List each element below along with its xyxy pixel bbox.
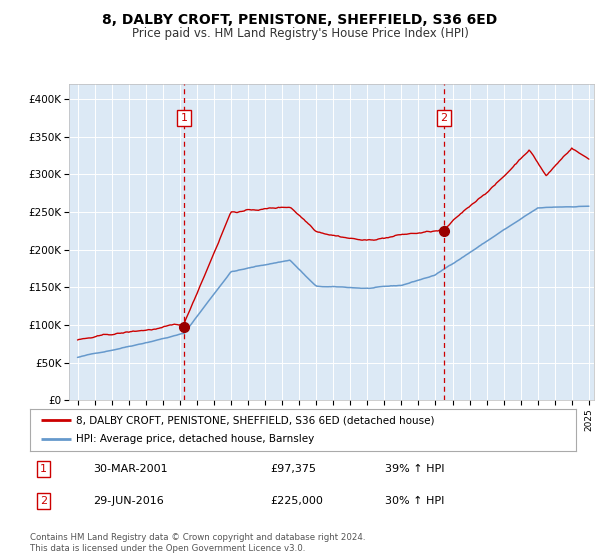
Text: 2: 2 bbox=[40, 496, 47, 506]
Text: 2: 2 bbox=[440, 113, 448, 123]
Text: 1: 1 bbox=[181, 113, 188, 123]
Text: Price paid vs. HM Land Registry's House Price Index (HPI): Price paid vs. HM Land Registry's House … bbox=[131, 27, 469, 40]
Text: 8, DALBY CROFT, PENISTONE, SHEFFIELD, S36 6ED (detached house): 8, DALBY CROFT, PENISTONE, SHEFFIELD, S3… bbox=[76, 415, 435, 425]
Text: 39% ↑ HPI: 39% ↑ HPI bbox=[385, 464, 445, 474]
Text: 1: 1 bbox=[40, 464, 47, 474]
Text: 29-JUN-2016: 29-JUN-2016 bbox=[93, 496, 164, 506]
Text: 8, DALBY CROFT, PENISTONE, SHEFFIELD, S36 6ED: 8, DALBY CROFT, PENISTONE, SHEFFIELD, S3… bbox=[103, 13, 497, 27]
Text: 30-MAR-2001: 30-MAR-2001 bbox=[93, 464, 167, 474]
Text: £225,000: £225,000 bbox=[270, 496, 323, 506]
Text: Contains HM Land Registry data © Crown copyright and database right 2024.
This d: Contains HM Land Registry data © Crown c… bbox=[30, 534, 365, 553]
Text: £97,375: £97,375 bbox=[270, 464, 316, 474]
Text: HPI: Average price, detached house, Barnsley: HPI: Average price, detached house, Barn… bbox=[76, 435, 314, 445]
Text: 30% ↑ HPI: 30% ↑ HPI bbox=[385, 496, 444, 506]
